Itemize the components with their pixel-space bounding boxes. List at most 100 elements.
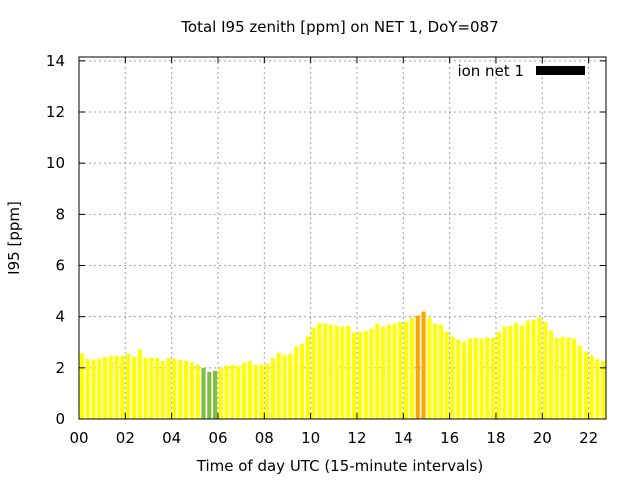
- bar: [311, 327, 316, 419]
- bar: [369, 328, 374, 419]
- chart-title: Total I95 zenith [ppm] on NET 1, DoY=087: [180, 18, 498, 36]
- bar: [299, 343, 305, 419]
- bar: [79, 353, 84, 419]
- legend: ion net 1: [457, 62, 585, 80]
- grid: [79, 57, 606, 419]
- bar: [114, 355, 119, 419]
- x-tick-label: 14: [394, 429, 413, 447]
- legend-swatch: [536, 66, 585, 75]
- legend-label: ion net 1: [457, 62, 524, 80]
- bar: [427, 317, 432, 419]
- bar: [294, 346, 299, 419]
- bar: [386, 324, 391, 419]
- y-tick-label: 8: [55, 205, 65, 223]
- bar: [131, 356, 137, 419]
- bar: [380, 326, 386, 419]
- bar: [207, 371, 212, 419]
- y-tick-label: 12: [46, 103, 65, 121]
- bar: [224, 365, 229, 419]
- bar: [496, 331, 501, 419]
- bar: [583, 351, 588, 419]
- bar: [537, 317, 542, 419]
- bar: [363, 330, 368, 419]
- bar: [392, 323, 397, 419]
- bar: [560, 336, 565, 419]
- x-tick-label: 12: [347, 429, 366, 447]
- bar: [502, 326, 507, 419]
- bar: [508, 325, 513, 419]
- bar: [577, 345, 583, 419]
- bar: [259, 364, 264, 419]
- bars: [79, 311, 606, 419]
- y-tick-label: 6: [55, 257, 65, 275]
- bar: [566, 337, 571, 419]
- y-axis-label: I95 [ppm]: [5, 201, 23, 275]
- bar: [490, 337, 496, 419]
- bar: [155, 357, 160, 419]
- bar: [143, 357, 148, 419]
- bar: [270, 357, 276, 419]
- bar: [479, 338, 484, 419]
- bar: [346, 325, 351, 419]
- bar: [126, 353, 131, 419]
- bar: [589, 355, 594, 419]
- bar: [601, 360, 606, 419]
- bar: [323, 323, 328, 419]
- y-tick-label: 0: [55, 410, 65, 428]
- y-tick-label: 2: [55, 359, 65, 377]
- bar: [450, 336, 455, 419]
- x-tick-label: 06: [208, 429, 227, 447]
- bar: [421, 311, 426, 419]
- bar: [595, 358, 600, 419]
- bar: [351, 332, 357, 419]
- bar: [438, 324, 444, 419]
- bar: [230, 364, 235, 419]
- bar: [531, 319, 536, 419]
- bar: [375, 323, 380, 419]
- bar: [212, 370, 218, 419]
- bar: [201, 367, 206, 419]
- bar: [328, 324, 333, 419]
- bar: [514, 322, 519, 419]
- bar: [97, 358, 102, 419]
- bar: [398, 321, 403, 419]
- x-tick-label: 02: [116, 429, 135, 447]
- bar: [241, 362, 247, 419]
- bar: [184, 360, 189, 419]
- bar: [85, 358, 90, 419]
- bar: [467, 338, 472, 419]
- y-tick-label: 4: [55, 308, 65, 326]
- bar: [415, 315, 420, 419]
- bar: [485, 337, 490, 419]
- bar: [288, 353, 293, 419]
- bar: [456, 339, 461, 419]
- bar: [236, 365, 241, 419]
- bar: [120, 355, 125, 419]
- bar: [247, 360, 252, 419]
- bar: [462, 341, 467, 419]
- x-tick-label: 04: [162, 429, 181, 447]
- bar: [108, 355, 113, 419]
- bar: [305, 336, 310, 419]
- bar: [265, 363, 270, 419]
- bar: [433, 323, 438, 419]
- bar: [473, 337, 478, 419]
- bar: [149, 357, 154, 419]
- x-tick-label: 20: [533, 429, 552, 447]
- bar: [282, 354, 287, 419]
- x-tick-label: 16: [440, 429, 459, 447]
- bar: [409, 317, 415, 419]
- plot-border: [78, 56, 607, 420]
- y-tick-label: 10: [46, 154, 65, 172]
- bar: [404, 321, 409, 419]
- bar: [572, 338, 577, 419]
- x-tick-label: 22: [579, 429, 598, 447]
- x-axis-label: Time of day UTC (15-minute intervals): [196, 457, 483, 475]
- bar: [91, 359, 96, 419]
- bar: [189, 362, 195, 419]
- x-tick-label: 08: [255, 429, 274, 447]
- bar: [340, 326, 345, 419]
- x-tick-label: 18: [486, 429, 505, 447]
